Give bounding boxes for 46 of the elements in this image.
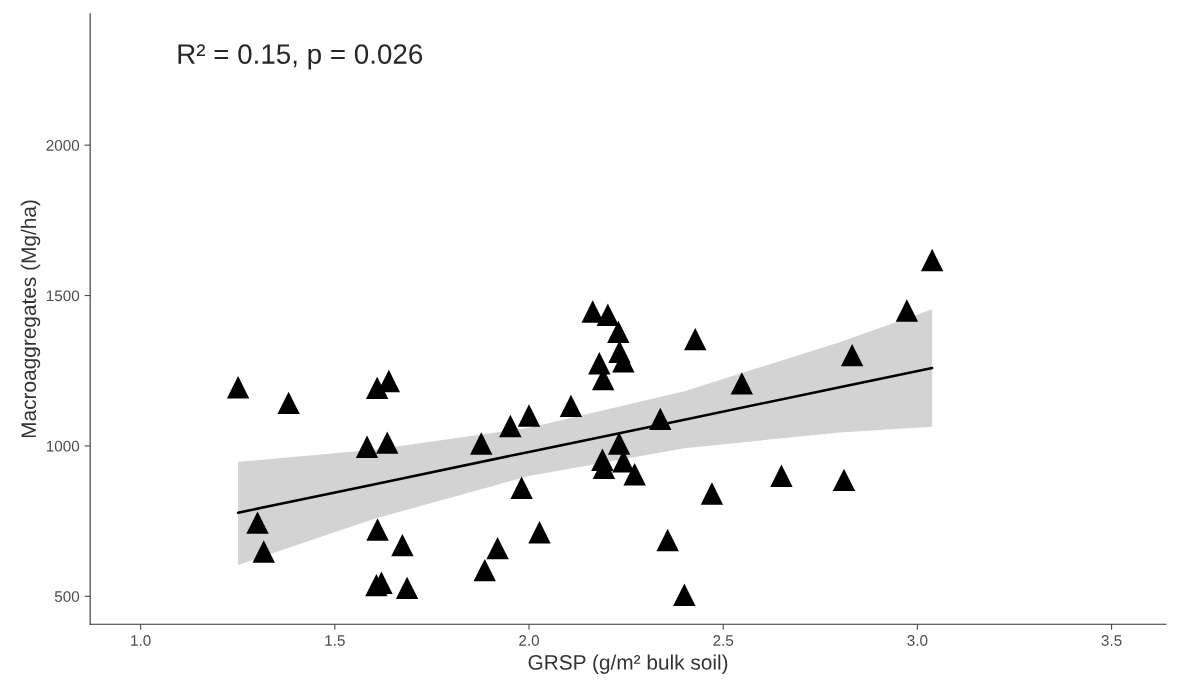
x-tick-label: 2.0 — [519, 635, 540, 646]
point — [277, 391, 300, 415]
point — [226, 376, 250, 399]
y-tick-label: 1500 — [46, 290, 80, 302]
x-tick-label: 3.5 — [1101, 635, 1122, 646]
y-tick-label: 2000 — [46, 140, 80, 151]
point — [770, 464, 793, 487]
x-tick-label: 1.0 — [131, 635, 151, 646]
point — [252, 540, 275, 563]
point — [649, 407, 672, 431]
point — [832, 468, 856, 492]
y-tick-label: 1000 — [46, 440, 80, 452]
point — [246, 511, 269, 534]
x-tick-label: 2.5 — [713, 635, 734, 646]
point — [355, 435, 379, 459]
point — [623, 462, 646, 486]
point — [581, 300, 604, 323]
point — [470, 432, 493, 455]
point — [395, 576, 419, 600]
point — [391, 533, 414, 557]
point — [920, 248, 944, 272]
annotation: R² = 0.15, p = 0.026 — [178, 44, 423, 70]
point — [366, 518, 389, 541]
x-tick-label: 1.5 — [325, 635, 345, 646]
point — [684, 327, 707, 351]
point — [656, 528, 679, 552]
point — [559, 394, 583, 418]
point — [607, 432, 631, 455]
point — [673, 583, 696, 606]
point — [510, 476, 533, 499]
point — [517, 404, 541, 427]
point — [376, 431, 399, 454]
x-tick-label: 3.0 — [907, 635, 928, 646]
point — [700, 482, 724, 505]
point — [499, 414, 522, 438]
point — [840, 343, 864, 367]
point — [528, 521, 551, 544]
point — [473, 558, 496, 582]
y-axis-title: Macroaggregates (Mg/ha) — [20, 200, 41, 438]
point — [486, 536, 509, 560]
point — [607, 320, 630, 344]
point — [596, 303, 620, 326]
x-axis-title: GRSP (g/m² bulk soil) — [528, 654, 728, 674]
y-tick-label: 500 — [54, 591, 80, 602]
point — [730, 372, 754, 395]
point — [895, 299, 919, 322]
